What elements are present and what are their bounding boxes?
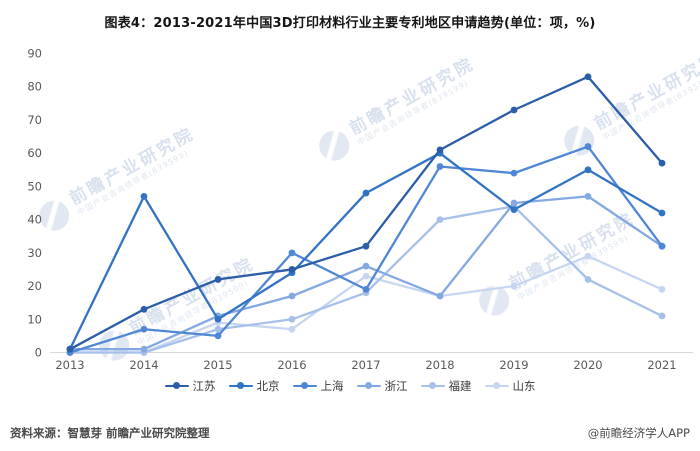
legend-item-2[interactable]: 上海 (292, 378, 344, 394)
legend-line-dot-icon (484, 382, 509, 390)
legend-line-dot-icon (356, 382, 381, 390)
data-point (436, 292, 444, 300)
y-tick-label: 70 (27, 113, 42, 127)
y-tick-label: 40 (27, 213, 42, 227)
x-axis-labels: 2013 2014 2015 2016 2017 2018 2019 2020 2021 (55, 358, 676, 372)
legend-label: 上海 (320, 379, 344, 393)
chart-title: 图表4：2013-2021年中国3D打印材料行业主要专利地区申请趋势(单位：项，… (104, 16, 596, 31)
data-point (436, 146, 444, 154)
data-point (510, 206, 518, 214)
x-tick-label: 2018 (425, 358, 454, 372)
data-point (288, 266, 296, 273)
data-point (362, 242, 370, 250)
series-line-2 (66, 143, 666, 356)
x-tick-label: 2015 (203, 358, 232, 372)
data-point (288, 292, 296, 300)
data-point (584, 252, 592, 260)
legend-label: 福建 (448, 379, 472, 393)
legend-label: 北京 (256, 379, 280, 393)
data-point (584, 276, 592, 283)
x-tick-label: 2019 (499, 358, 528, 372)
y-tick-label: 50 (27, 179, 42, 193)
data-point (510, 282, 518, 290)
data-point (510, 106, 518, 114)
data-point (510, 199, 518, 207)
x-tick-label: 2016 (277, 358, 306, 372)
y-tick-label: 10 (27, 312, 42, 326)
legend-line-dot-icon (292, 382, 317, 390)
legend-label: 江苏 (192, 379, 216, 393)
legend-item-3[interactable]: 浙江 (356, 378, 408, 394)
y-tick-label: 80 (27, 80, 42, 94)
series-line-3 (66, 192, 666, 353)
data-point (362, 272, 370, 280)
data-point (288, 249, 296, 257)
data-point (584, 73, 592, 81)
data-point (362, 262, 370, 270)
y-tick-label: 90 (27, 47, 42, 61)
x-tick-label: 2017 (351, 358, 380, 372)
legend-line-dot-icon (228, 382, 253, 390)
y-tick-label: 30 (27, 246, 42, 260)
data-point (214, 332, 222, 340)
data-point (140, 192, 148, 200)
data-point (66, 345, 74, 353)
legend-line-dot-icon (164, 382, 189, 390)
legend-item-4[interactable]: 福建 (420, 378, 472, 394)
x-tick-label: 2013 (55, 358, 84, 372)
legend-item-5[interactable]: 山东 (484, 378, 536, 394)
data-point (140, 305, 148, 313)
legend-label: 山东 (512, 379, 536, 393)
x-tick-label: 2020 (573, 358, 602, 372)
data-point (658, 209, 666, 217)
data-point (510, 169, 518, 177)
data-point (214, 325, 222, 333)
brand-credit: @前瞻经济学人APP (587, 426, 690, 440)
data-point (288, 325, 296, 333)
y-tick-label: 60 (27, 146, 42, 160)
data-point (362, 189, 370, 197)
legend-line-dot-icon (420, 382, 445, 390)
data-point (140, 325, 148, 333)
x-tick-label: 2021 (647, 358, 676, 372)
data-point (584, 166, 592, 174)
x-tick-label: 2014 (129, 358, 158, 372)
legend-item-1[interactable]: 北京 (228, 378, 280, 394)
y-tick-label: 20 (27, 279, 42, 293)
legend-label: 浙江 (384, 379, 408, 393)
data-point (584, 143, 592, 150)
data-point (214, 315, 222, 323)
data-point (214, 276, 222, 283)
data-point (288, 315, 296, 323)
series-line-0 (66, 73, 666, 353)
y-tick-label: 0 (35, 346, 42, 360)
data-point (658, 159, 666, 167)
data-point (658, 312, 666, 320)
source-note: 资料来源：智慧芽 前瞻产业研究院整理 (10, 426, 210, 440)
data-point (658, 242, 666, 250)
chart-legend: 江苏 北京 上海 浙江 福建 山东 (0, 378, 700, 394)
legend-item-0[interactable]: 江苏 (164, 378, 216, 394)
data-point (436, 163, 444, 170)
data-point (436, 216, 444, 224)
data-point (584, 192, 592, 200)
data-point (140, 345, 148, 353)
y-axis-labels: 0 10 20 30 40 50 60 70 80 90 (27, 47, 42, 360)
data-point (658, 285, 666, 293)
series-line-1 (66, 149, 666, 353)
data-point (362, 285, 370, 293)
